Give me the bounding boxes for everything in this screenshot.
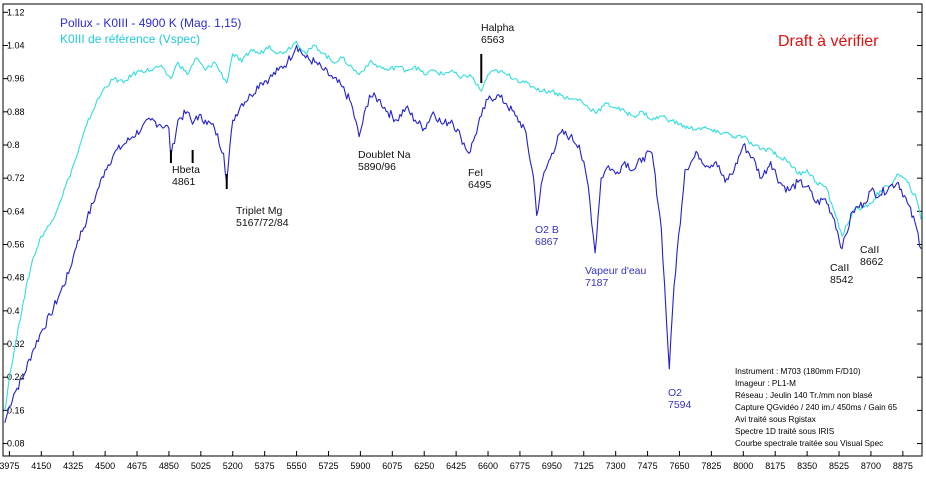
x-tick-label: 6425 (446, 461, 466, 471)
info-line: Spectre 1D traité sous IRIS (735, 427, 835, 436)
x-tick-label: 4850 (159, 461, 179, 471)
y-tick-label: 0.4 (7, 306, 20, 316)
x-tick-label: 5725 (318, 461, 338, 471)
y-tick-label: 1.04 (7, 40, 25, 50)
instrument-info: Instrument : M703 (180mm F/D10) Imageur … (735, 367, 897, 448)
annotation-label-caii-8662: CaII (860, 244, 879, 256)
x-tick-label: 4500 (95, 461, 115, 471)
annotation-value-vapeur: 7187 (585, 277, 609, 289)
annotation-value-halpha: 6563 (481, 34, 505, 46)
annotation-label-halpha: Halpha (481, 22, 514, 34)
x-tick-label: 5375 (255, 461, 275, 471)
annotation-label-triplet-mg: Triplet Mg (236, 205, 282, 217)
annotation-value-o2: 7594 (668, 399, 692, 411)
info-line: Imageur : PL1-M (735, 379, 796, 388)
x-tick-label: 6250 (414, 461, 434, 471)
info-line: Capture QGvidéo / 240 im./ 450ms / Gain … (735, 403, 897, 412)
x-tick-label: 3975 (0, 461, 19, 471)
annotation-label-o2: O2 (668, 387, 682, 399)
annotation-label-caii-8542: CaII (830, 262, 849, 274)
x-tick-label: 8175 (765, 461, 785, 471)
y-tick-label: 0.8 (7, 140, 20, 150)
y-tick-label: 0.08 (7, 439, 25, 449)
draft-note: Draft à vérifier (778, 33, 879, 50)
annotation-label-doublet-na: Doublet Na (358, 149, 411, 161)
x-tick-label: 7825 (701, 461, 721, 471)
x-tick-label: 4325 (63, 461, 83, 471)
annotation-value-triplet-mg: 5167/72/84 (236, 217, 289, 229)
y-tick-label: 0.56 (7, 240, 25, 250)
y-tick-label: 0.72 (7, 173, 25, 183)
x-tick-label: 7475 (638, 461, 658, 471)
y-tick-label: 0.48 (7, 273, 25, 283)
info-line: Réseau : Jeulin 140 Tr./mm non blasé (735, 391, 873, 400)
info-line: Avi traité sous Rgistax (735, 415, 816, 424)
y-tick-label: 0.16 (7, 405, 25, 415)
y-tick-label: 0.96 (7, 74, 25, 84)
y-tick-label: 1.12 (7, 7, 25, 17)
x-tick-label: 8000 (733, 461, 753, 471)
annotation-value-fei: 6495 (468, 179, 492, 191)
series-group (4, 40, 922, 423)
x-tick-label: 8350 (797, 461, 817, 471)
x-tick-label: 6950 (542, 461, 562, 471)
x-axis: 3975 4150 4325 4500 4675 4850 5025 5200 5375 5550… (0, 451, 913, 471)
y-tick-label: 0.64 (7, 206, 25, 216)
x-tick-label: 6600 (478, 461, 498, 471)
annotation-value-caii-8542: 8542 (830, 274, 854, 286)
x-tick-label: 4675 (127, 461, 147, 471)
x-tick-label: 5550 (287, 461, 307, 471)
x-tick-label: 5200 (223, 461, 243, 471)
legend-reference: K0III de référence (Vspec) (60, 32, 200, 46)
x-tick-label: 6775 (510, 461, 530, 471)
annotation-value-o2b: 6867 (535, 236, 559, 248)
x-tick-label: 7650 (669, 461, 689, 471)
x-tick-label: 7300 (606, 461, 626, 471)
y-axis: 0.080.160.240.320.40.480.560.640.720.80.… (3, 7, 922, 449)
y-tick-label: 0.24 (7, 372, 25, 382)
annotation-value-doublet-na: 5890/96 (358, 161, 396, 173)
info-line: Courbe spectrale traitée sou Visual Spec (735, 439, 883, 448)
annotation-label-hbeta: Hbeta (172, 164, 200, 176)
annotation-label-vapeur: Vapeur d'eau (585, 265, 647, 277)
plot-frame (2, 3, 923, 457)
x-tick-label: 4150 (31, 461, 51, 471)
y-tick-label: 0.88 (7, 107, 25, 117)
x-tick-label: 5900 (350, 461, 370, 471)
series-pollux-line (4, 44, 922, 423)
info-line: Instrument : M703 (180mm F/D10) (735, 367, 861, 376)
series-reference-line (4, 40, 922, 411)
x-tick-label: 6075 (382, 461, 402, 471)
annotation-value-hbeta: 4861 (172, 176, 196, 188)
annotation-value-caii-8662: 8662 (860, 256, 884, 268)
x-tick-label: 8700 (861, 461, 881, 471)
x-tick-label: 8525 (829, 461, 849, 471)
x-tick-label: 5025 (191, 461, 211, 471)
annotation-label-fei: FeI (468, 167, 483, 179)
x-tick-label: 8875 (893, 461, 913, 471)
annotation-label-o2b: O2 B (535, 224, 559, 236)
legend-pollux: Pollux - K0III - 4900 K (Mag. 1,15) (60, 16, 241, 30)
x-tick-label: 7125 (574, 461, 594, 471)
